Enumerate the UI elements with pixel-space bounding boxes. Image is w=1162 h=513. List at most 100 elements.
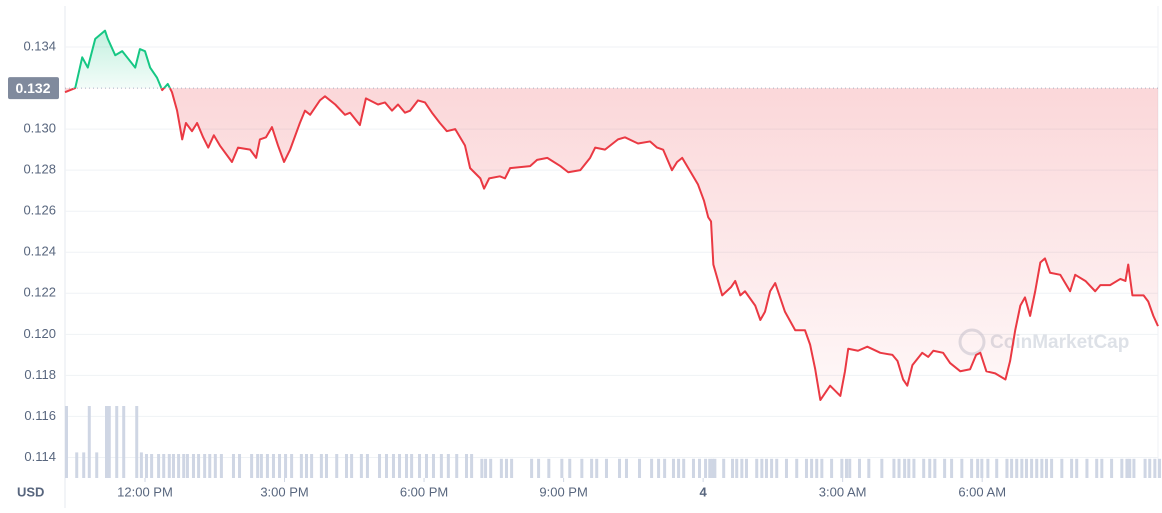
- volume-bar: [1110, 458, 1114, 478]
- volume-bar: [398, 454, 402, 478]
- volume-bar: [324, 454, 328, 478]
- volume-bar: [1035, 458, 1039, 478]
- volume-bar: [359, 454, 363, 478]
- price-area: [65, 30, 1158, 401]
- volume-bar: [144, 454, 148, 478]
- volume-bar: [391, 454, 395, 478]
- volume-bar: [65, 406, 68, 478]
- x-tick-label: 3:00 AM: [819, 484, 867, 499]
- volume-bar: [1158, 458, 1161, 478]
- volume-bar: [350, 454, 354, 478]
- volume-bar: [943, 458, 947, 478]
- volume-bar: [231, 454, 235, 478]
- volume-bar: [139, 452, 143, 478]
- volume-bar: [157, 454, 161, 478]
- volume-bar: [1070, 458, 1074, 478]
- volume-bar: [290, 454, 294, 478]
- volume-bar: [537, 458, 541, 478]
- volume-layer: [65, 406, 1161, 478]
- volume-bar: [960, 458, 964, 478]
- volume-bar: [135, 406, 139, 478]
- volume-bar: [595, 458, 599, 478]
- volume-bar: [903, 458, 907, 478]
- volume-bar: [704, 458, 708, 478]
- y-tick-label: 0.130: [23, 121, 56, 136]
- volume-bar: [480, 458, 484, 478]
- volume-bar: [1148, 458, 1152, 478]
- volume-bar: [804, 458, 808, 478]
- volume-bar: [1095, 458, 1099, 478]
- volume-bar: [115, 406, 119, 478]
- volume-bar: [933, 458, 937, 478]
- volume-bar: [638, 458, 642, 478]
- axis-unit: USD: [17, 484, 44, 499]
- volume-bar: [484, 458, 488, 478]
- volume-bar: [590, 458, 594, 478]
- volume-bar: [840, 458, 844, 478]
- volume-bar: [663, 458, 667, 478]
- volume-bar: [735, 458, 739, 478]
- volume-bar: [775, 458, 779, 478]
- volume-bar: [219, 454, 223, 478]
- y-tick-label: 0.124: [23, 244, 56, 259]
- volume-bar: [1030, 458, 1034, 478]
- volume-bar: [892, 458, 896, 478]
- volume-bar: [682, 458, 686, 478]
- watermark: CoinMarketCap: [990, 332, 1129, 353]
- volume-bar: [177, 454, 181, 478]
- volume-bar: [922, 458, 926, 478]
- volume-bar: [510, 458, 514, 478]
- volume-bar: [976, 458, 980, 478]
- volume-bar: [731, 458, 735, 478]
- volume-bar: [677, 458, 681, 478]
- volume-bar: [764, 458, 768, 478]
- volume-bar: [107, 406, 111, 478]
- volume-bar: [82, 452, 86, 478]
- axis-layer: USD 0.114 0.116 0.118 0.120 0.122 0.124 0.126 0…: [17, 38, 1006, 499]
- volume-bar: [104, 406, 108, 478]
- volume-bar: [1143, 458, 1147, 478]
- x-tick-label: 9:00 PM: [539, 484, 587, 499]
- volume-bar: [568, 458, 572, 478]
- volume-bar: [858, 458, 862, 478]
- volume-bar: [691, 458, 695, 478]
- volume-bar: [770, 458, 774, 478]
- volume-bar: [95, 452, 99, 478]
- reference-label-box: [8, 77, 59, 100]
- volume-bar: [182, 454, 186, 478]
- volume-bar: [75, 452, 79, 478]
- y-tick-label: 0.116: [24, 408, 56, 423]
- volume-bar: [464, 454, 468, 478]
- volume-bar: [722, 458, 726, 478]
- y-tick-label: 0.120: [23, 326, 56, 341]
- volume-bar: [671, 458, 675, 478]
- y-tick-label: 0.126: [23, 203, 56, 218]
- y-tick-label: 0.134: [23, 38, 56, 53]
- volume-bar: [867, 458, 871, 478]
- volume-bar: [708, 458, 712, 478]
- volume-bar: [560, 458, 564, 478]
- volume-bar: [310, 454, 314, 478]
- volume-bar: [848, 458, 852, 478]
- x-tick-label: 12:00 PM: [117, 484, 173, 499]
- volume-bar: [657, 458, 661, 478]
- volume-bar: [810, 458, 814, 478]
- volume-bar: [650, 458, 654, 478]
- volume-bar: [185, 454, 189, 478]
- y-tick-label: 0.114: [24, 449, 56, 464]
- volume-bar: [87, 406, 91, 478]
- volume-bar: [208, 454, 212, 478]
- volume-bar: [986, 458, 990, 478]
- volume-bar: [907, 458, 911, 478]
- volume-bar: [580, 458, 584, 478]
- volume-bar: [418, 454, 422, 478]
- volume-bar: [284, 454, 288, 478]
- volume-bar: [1060, 458, 1064, 478]
- volume-bar: [378, 454, 382, 478]
- volume-bar: [455, 454, 459, 478]
- volume-bar: [928, 458, 932, 478]
- y-tick-label: 0.118: [24, 367, 56, 382]
- volume-bar: [970, 458, 974, 478]
- volume-bar: [912, 458, 916, 478]
